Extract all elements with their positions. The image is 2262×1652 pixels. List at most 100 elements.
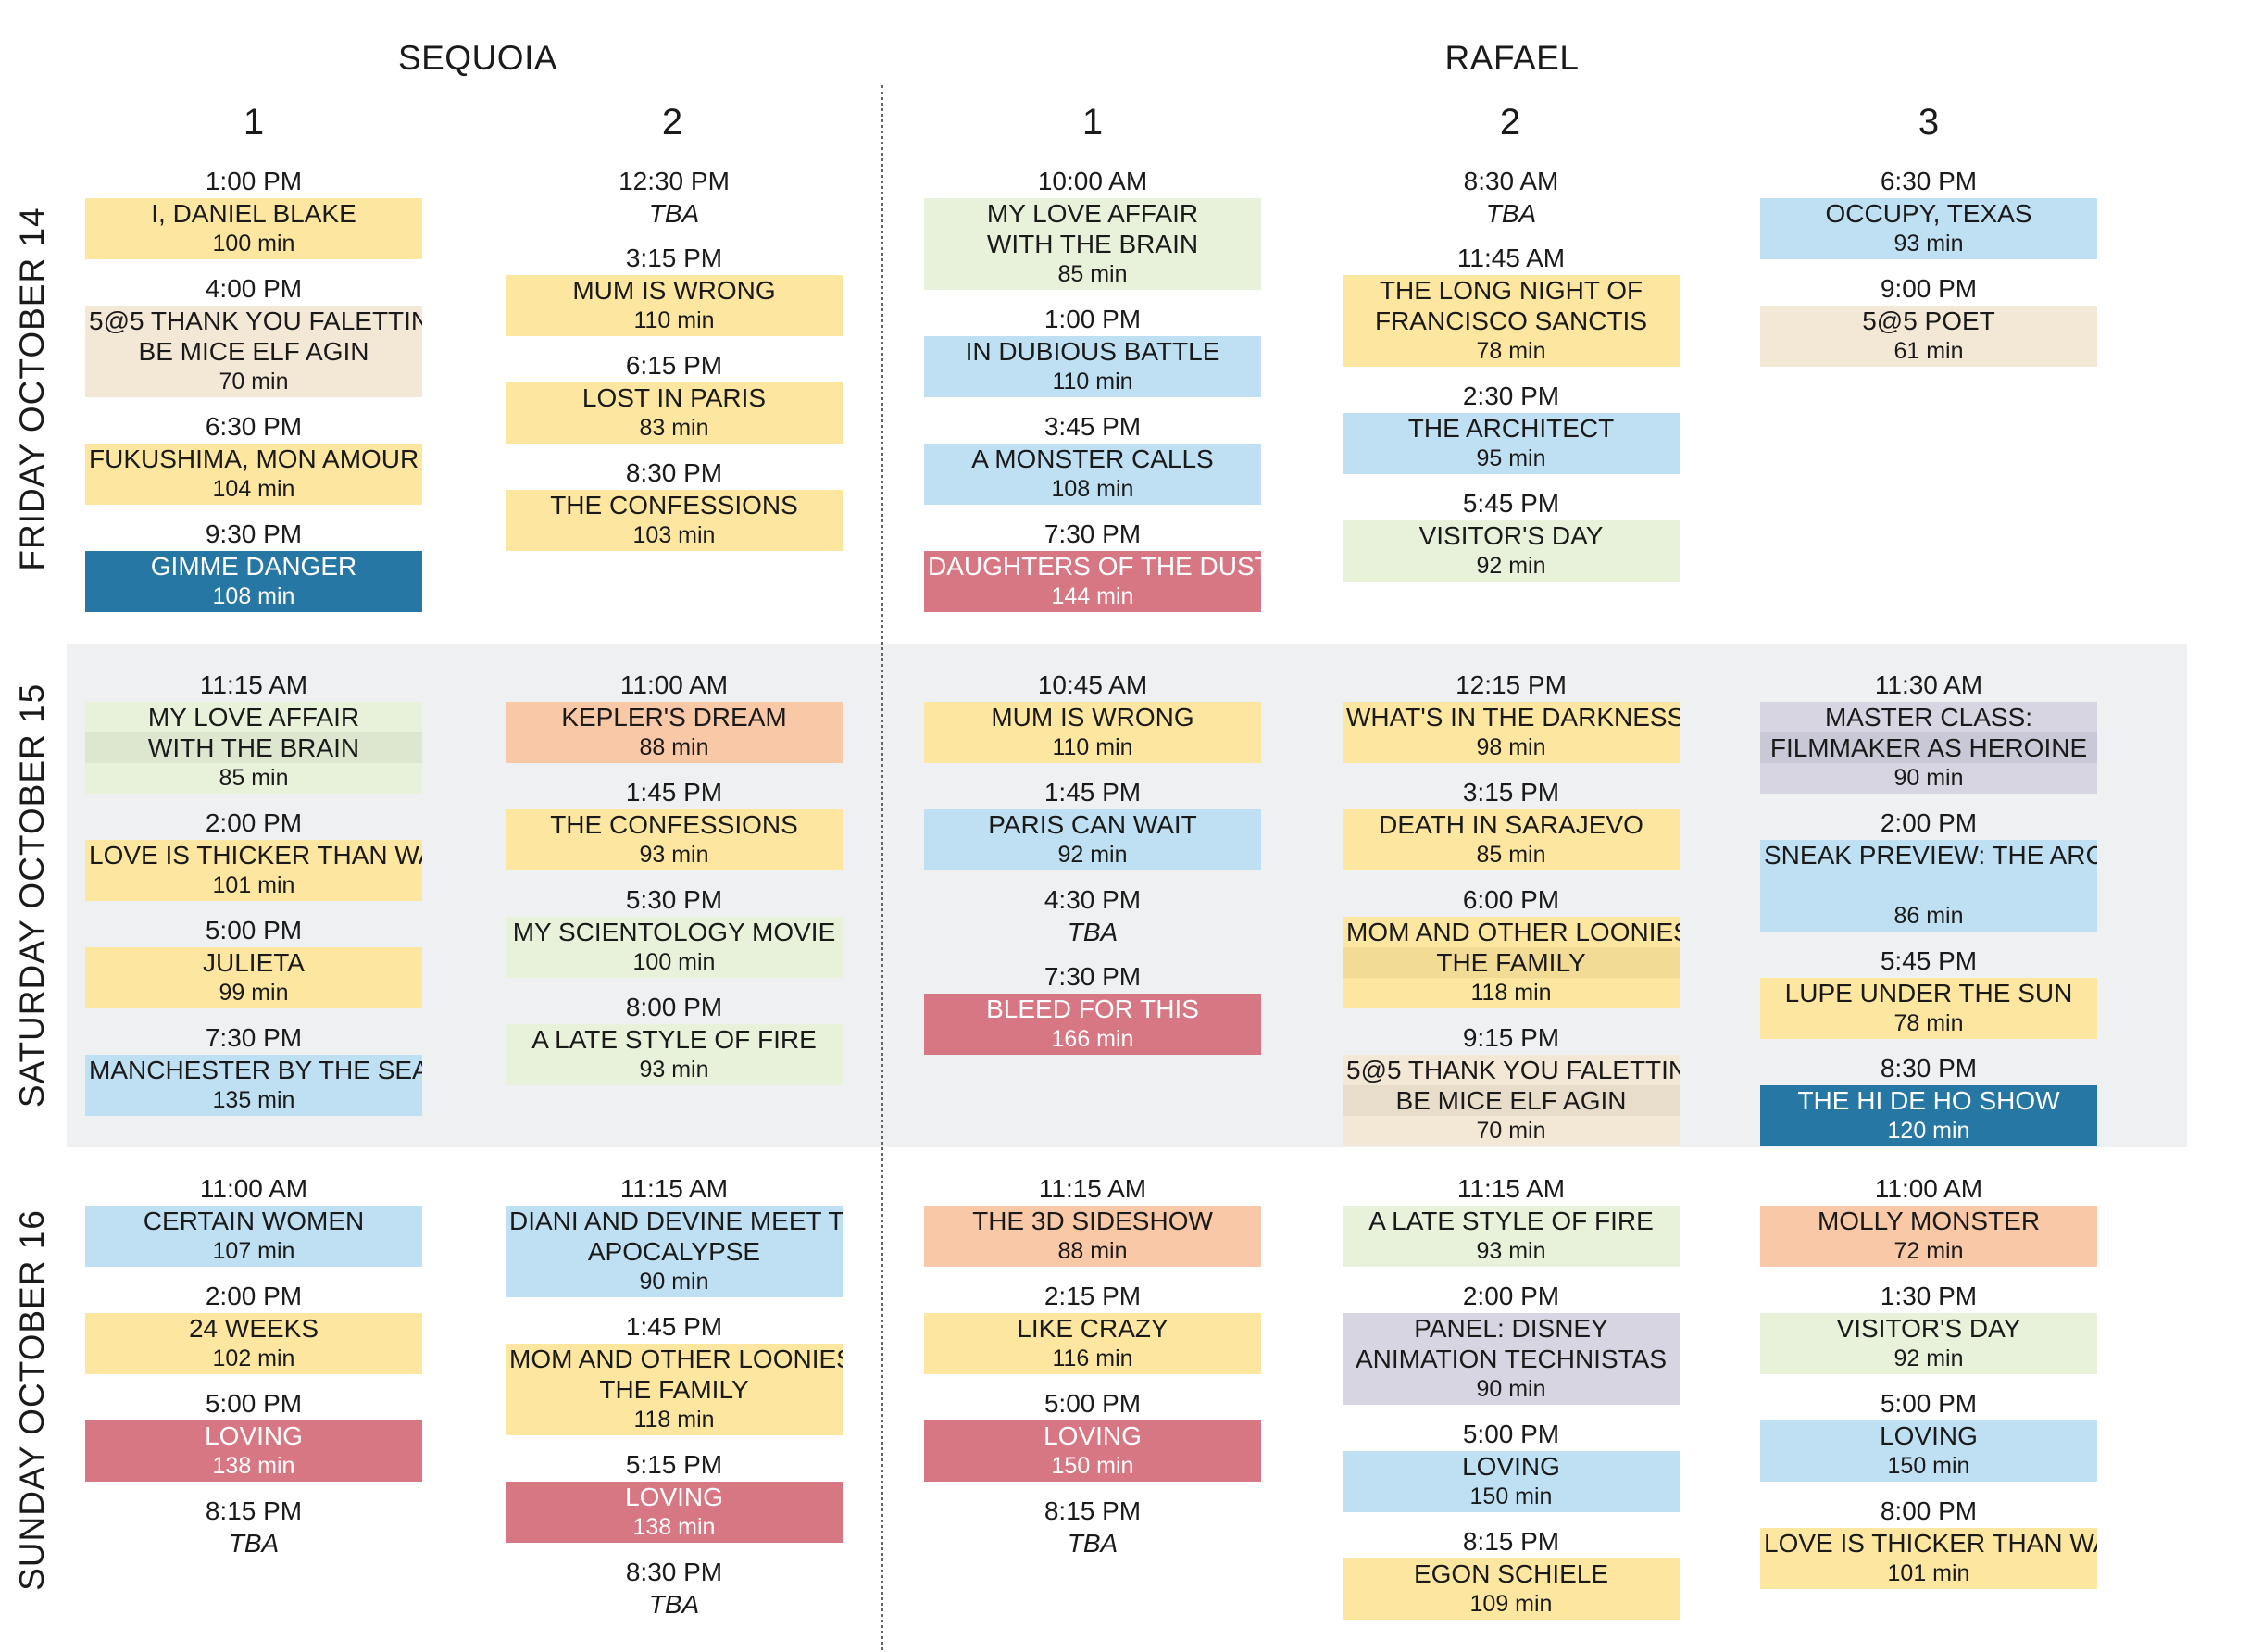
film-box[interactable]: VISITOR'S DAY 92 min [1343,520,1680,582]
film-title-line: THE 3D SIDESHOW [972,1207,1213,1235]
screen-number-rafael-3: 3 [1918,102,1940,143]
film-title-line: A LATE STYLE OF FIRE [531,1025,817,1054]
film-box[interactable]: DEATH IN SARAJEVO 85 min [1343,809,1680,870]
film-box[interactable]: DIANI AND DEVINE MEET THEAPOCALYPSE 90 mi… [506,1206,843,1297]
film-box[interactable]: 5@5 THANK YOU FALETTINMEBE MICE ELF AGIN… [85,306,422,397]
film-duration: 150 min [1051,1453,1134,1479]
film-box[interactable]: MUM IS WRONG 110 min [506,275,843,336]
screening-time: 5:45 PM [1462,489,1560,518]
screening-time: 5:15 PM [625,1450,723,1479]
film-box[interactable]: MANCHESTER BY THE SEA 135 min [85,1055,422,1116]
film-box[interactable]: LOVING 138 min [85,1420,422,1482]
film-title-line: LOVING [625,1483,723,1511]
film-title-line: A LATE STYLE OF FIRE [1368,1207,1654,1235]
screening-entry: 8:15 PM TBA [85,1495,422,1558]
screening-time: 3:45 PM [1044,412,1142,441]
film-box[interactable]: THE ARCHITECT 95 min [1343,413,1680,474]
film-box[interactable]: A LATE STYLE OF FIRE 93 min [506,1024,843,1085]
film-duration: 138 min [212,1453,295,1479]
screening-time: 12:15 PM [1456,670,1567,699]
film-box[interactable]: CERTAIN WOMEN 107 min [85,1206,422,1267]
film-title-line: DAUGHTERS OF THE DUST [928,552,1261,581]
film-box[interactable]: MUM IS WRONG 110 min [924,702,1261,763]
screening-time: 9:15 PM [1462,1023,1560,1052]
film-title-line: WHAT'S IN THE DARKNESS [1346,703,1680,732]
screening-entry: 5:45 PM LUPE UNDER THE SUN 78 min [1760,945,2097,1039]
film-box[interactable]: LUPE UNDER THE SUN 78 min [1760,978,2097,1039]
film-box[interactable]: WHAT'S IN THE DARKNESS 98 min [1343,702,1680,763]
film-title-line: THE CONFESSIONS [550,491,798,519]
film-box[interactable]: EGON SCHIELE 109 min [1343,1558,1680,1620]
film-box[interactable]: LOVE IS THICKER THAN WATER101 min [1760,1528,2097,1589]
film-box[interactable]: LOVE IS THICKER THAN WATER101 min [85,840,422,901]
screening-time: 10:00 AM [1037,167,1148,195]
film-box[interactable]: A MONSTER CALLS 108 min [924,444,1261,505]
screening-time: 1:00 PM [1044,305,1142,333]
film-box[interactable]: MOLLY MONSTER 72 min [1760,1206,2097,1267]
film-title-line: VISITOR'S DAY [1836,1314,2021,1343]
film-title-line: GIMME DANGER [150,552,357,581]
screening-entry: 3:45 PM A MONSTER CALLS 108 min [924,410,1261,505]
film-duration: 85 min [219,765,289,791]
film-box[interactable]: MY LOVE AFFAIR WITH THE BRAIN 85 min [924,198,1261,290]
film-box[interactable]: 5@5 THANK YOU FALETTINMEBE MICE ELF AGIN… [1343,1055,1680,1146]
screening-entry: 8:30 PM TBA [506,1556,843,1620]
film-box[interactable]: OCCUPY, TEXAS 93 min [1760,198,2097,259]
film-box[interactable]: 5@5 POET 61 min [1760,306,2097,367]
screening-entry: 9:15 PM 5@5 THANK YOU FALETTINMEBE MICE E… [1343,1021,1680,1146]
tba-label: TBA [648,1590,700,1619]
schedule-column: 11:00 AM MOLLY MONSTER 72 min 1:30 PM VISITO… [1760,1172,2097,1602]
film-box[interactable]: SNEAK PREVIEW: THE ARCHER 86 min [1760,840,2097,932]
film-box[interactable]: KEPLER'S DREAM 88 min [506,702,843,763]
film-box[interactable]: I, DANIEL BLAKE 100 min [85,198,422,259]
film-box[interactable]: FUKUSHIMA, MON AMOUR 104 min [85,444,422,505]
film-box[interactable]: VISITOR'S DAY 92 min [1760,1313,2097,1374]
film-duration: 116 min [1052,1345,1133,1371]
film-box[interactable]: THE CONFESSIONS 93 min [506,809,843,870]
film-box[interactable]: MASTER CLASS: FILMMAKER AS HEROINE 90 min [1760,702,2097,794]
film-title-line: THE LONG NIGHT OF [1379,276,1643,305]
film-duration: 150 min [1469,1483,1553,1509]
screening-entry: 4:30 PM TBA [924,883,1261,947]
film-box[interactable]: 24 WEEKS 102 min [85,1313,422,1374]
film-box[interactable]: BLEED FOR THIS 166 min [924,994,1261,1055]
film-duration: 120 min [1887,1118,1970,1144]
film-box[interactable]: JULIETA 99 min [85,947,422,1008]
film-box[interactable]: DAUGHTERS OF THE DUST 144 min [924,551,1261,612]
film-box[interactable]: THE LONG NIGHT OF FRANCISCO SANCTIS 78 min [1343,275,1680,367]
film-box[interactable]: PANEL: DISNEY ANIMATION TECHNISTAS 90 min [1343,1313,1680,1405]
film-box[interactable]: GIMME DANGER 108 min [85,551,422,612]
screening-entry: 2:00 PM PANEL: DISNEY ANIMATION TECHNISTAS… [1343,1280,1680,1405]
screening-time: 7:30 PM [1044,519,1142,548]
film-duration: 70 min [1476,1118,1546,1144]
film-title-line: LOVING [205,1421,303,1450]
film-title-line: 5@5 THANK YOU FALETTINME [1346,1056,1680,1084]
film-box[interactable]: LOVING 150 min [1343,1451,1680,1512]
film-box[interactable]: LOVING 150 min [924,1420,1261,1482]
film-box[interactable]: MY LOVE AFFAIR WITH THE BRAIN 85 min [85,702,422,794]
film-duration: 138 min [632,1514,716,1540]
screening-entry: 10:00 AM MY LOVE AFFAIR WITH THE BRAIN 85 m… [924,165,1261,290]
film-duration: 110 min [633,307,715,333]
film-box[interactable]: LOVING 138 min [506,1482,843,1543]
film-duration: 78 min [1476,338,1546,364]
film-box[interactable]: MY SCIENTOLOGY MOVIE 100 min [506,917,843,978]
film-box[interactable]: THE 3D SIDESHOW 88 min [924,1206,1261,1267]
film-box[interactable]: LIKE CRAZY 116 min [924,1313,1261,1374]
film-box[interactable]: PARIS CAN WAIT 92 min [924,809,1261,870]
film-duration: 70 min [219,369,289,394]
film-box[interactable]: LOVING 150 min [1760,1420,2097,1482]
film-title-line: MUM IS WRONG [991,703,1194,732]
film-box[interactable]: IN DUBIOUS BATTLE 110 min [924,336,1261,397]
film-title-line: DEATH IN SARAJEVO [1379,810,1643,839]
film-box[interactable]: LOST IN PARIS 83 min [506,382,843,444]
schedule-column: 6:30 PM OCCUPY, TEXAS 93 min 9:00 PM 5@5 POE… [1760,165,2097,380]
film-box[interactable]: THE HI DE HO SHOW 120 min [1760,1085,2097,1146]
film-box[interactable]: A LATE STYLE OF FIRE 93 min [1343,1206,1680,1267]
film-box[interactable]: THE CONFESSIONS 103 min [506,490,843,551]
venue-divider [881,85,883,1650]
screen-number-rafael-2: 2 [1499,102,1521,143]
screening-entry: 11:30 AM MASTER CLASS: FILMMAKER AS HEROIN… [1760,669,2097,794]
